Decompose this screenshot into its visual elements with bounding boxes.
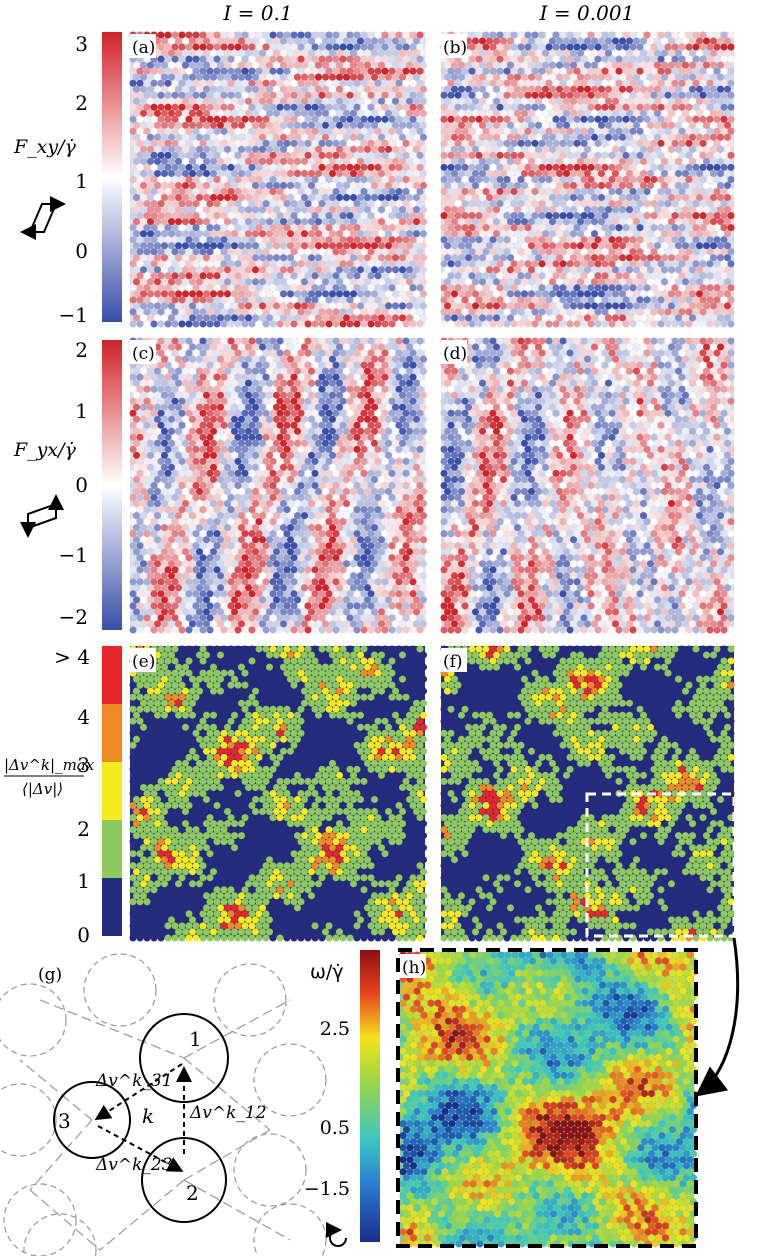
lattice-edge	[19, 1059, 93, 1121]
colorbar-row3: > 4 4 3 2 1 0	[54, 645, 122, 947]
lattice-edge	[99, 1179, 185, 1251]
row3-tick-5: 0	[77, 923, 90, 947]
panel-label-d: (d)	[443, 344, 467, 364]
row2-tick-0: 2	[75, 338, 88, 362]
rotation-icon	[325, 1222, 347, 1247]
h-tick-0: 2.5	[320, 1018, 350, 1040]
cell-label-k: k	[142, 1104, 154, 1128]
row1-tick-2: 1	[75, 169, 88, 193]
panel-label-e: (e)	[132, 652, 155, 672]
row1-tick-4: −1	[59, 303, 88, 327]
background-particle	[253, 1043, 327, 1117]
row1-tick-0: 3	[75, 32, 88, 56]
panel-a	[129, 31, 427, 328]
row3-label-numerator: |Δv^k|_max	[4, 756, 95, 774]
row1-tick-3: 0	[75, 239, 88, 263]
row2-tick-3: −1	[59, 543, 88, 567]
panel-h-border	[396, 948, 698, 1248]
panel-label-f: (f)	[443, 652, 463, 672]
panel-label-c: (c)	[132, 344, 155, 364]
row2-label: F_yx/γ̇	[13, 439, 77, 461]
lattice-edge	[183, 1057, 271, 1131]
lattice-edge	[183, 1179, 291, 1241]
background-particle	[23, 1213, 97, 1256]
colorbar-row1: 3 2 1 0 −1	[59, 32, 122, 327]
particle-label-3: 3	[58, 1109, 71, 1133]
panel-e	[129, 645, 427, 942]
particle-circle-2	[141, 1137, 227, 1223]
panel-label-h: (h)	[402, 958, 426, 978]
col-header-2: I = 0.001	[539, 1, 635, 25]
lattice-edge	[183, 1129, 271, 1181]
background-particle	[213, 963, 287, 1037]
panel-h	[399, 951, 697, 1248]
row3-tick-0: > 4	[54, 645, 90, 669]
panel-label-b: (b)	[443, 38, 467, 58]
row3-label-denominator: ⟨|Δv|⟩	[22, 780, 63, 798]
edge-label-12: Δv^k_12	[189, 1103, 267, 1123]
h-tick-1: 0.5	[320, 1117, 350, 1139]
panel-label-g: (g)	[38, 965, 62, 985]
zoom-arrow	[695, 937, 740, 1097]
background-lattice	[0, 953, 327, 1256]
colorbar-row2: 2 1 0 −1 −2	[59, 338, 122, 630]
panel-labels: (a) (b) (c) (d) (e) (f)	[130, 34, 467, 672]
lattice-edge	[183, 999, 291, 1059]
row2-tick-4: −2	[59, 605, 88, 629]
panel-d	[440, 337, 735, 634]
background-particle	[0, 983, 67, 1057]
h-colorbar-label: ω/γ̇	[310, 961, 344, 983]
h-tick-2: −1.5	[304, 1178, 350, 1200]
lattice-edge	[29, 1189, 101, 1251]
lattice-edge	[29, 1119, 93, 1191]
particle-circle-3	[53, 1081, 131, 1159]
edge-label-23: Δv^k_23	[95, 1155, 173, 1175]
lattice-edge	[39, 999, 185, 1059]
colorbar-h: ω/γ̇ 2.5 0.5 −1.5	[304, 950, 380, 1247]
row1-tick-1: 2	[75, 91, 88, 115]
background-particle	[233, 1133, 307, 1207]
particle-label-2: 2	[186, 1181, 199, 1205]
row3-tick-2: 3	[77, 753, 90, 777]
arrow-31	[94, 1063, 183, 1121]
row1-label: F_xy/γ̇	[13, 136, 77, 158]
shear-icon-xy	[20, 196, 66, 240]
diagram-g: (g) 1 2 3 k Δv^k_31 Δv^k_12 Δv^k_23	[0, 953, 327, 1256]
panel-c	[129, 337, 427, 634]
panel-grid	[129, 31, 735, 1248]
panel-b	[440, 31, 735, 328]
row3-tick-1: 4	[77, 705, 90, 729]
background-particle	[0, 1083, 57, 1157]
row2-tick-1: 1	[75, 399, 88, 423]
row3-tick-4: 1	[77, 869, 90, 893]
col-header-1: I = 0.1	[222, 1, 292, 25]
background-particle	[253, 1203, 327, 1256]
arrow-23	[97, 1125, 184, 1172]
panel-label-a: (a)	[132, 38, 155, 58]
shear-icon-yx	[20, 494, 64, 538]
particle-circle-1	[139, 1013, 229, 1103]
particle-label-1: 1	[189, 1027, 202, 1051]
row3-tick-3: 2	[77, 817, 90, 841]
row2-tick-2: 0	[75, 473, 88, 497]
edge-label-31: Δv^k_31	[95, 1071, 173, 1091]
background-particle	[3, 1183, 77, 1256]
background-particle	[83, 953, 157, 1027]
zoom-region-box	[585, 792, 736, 938]
